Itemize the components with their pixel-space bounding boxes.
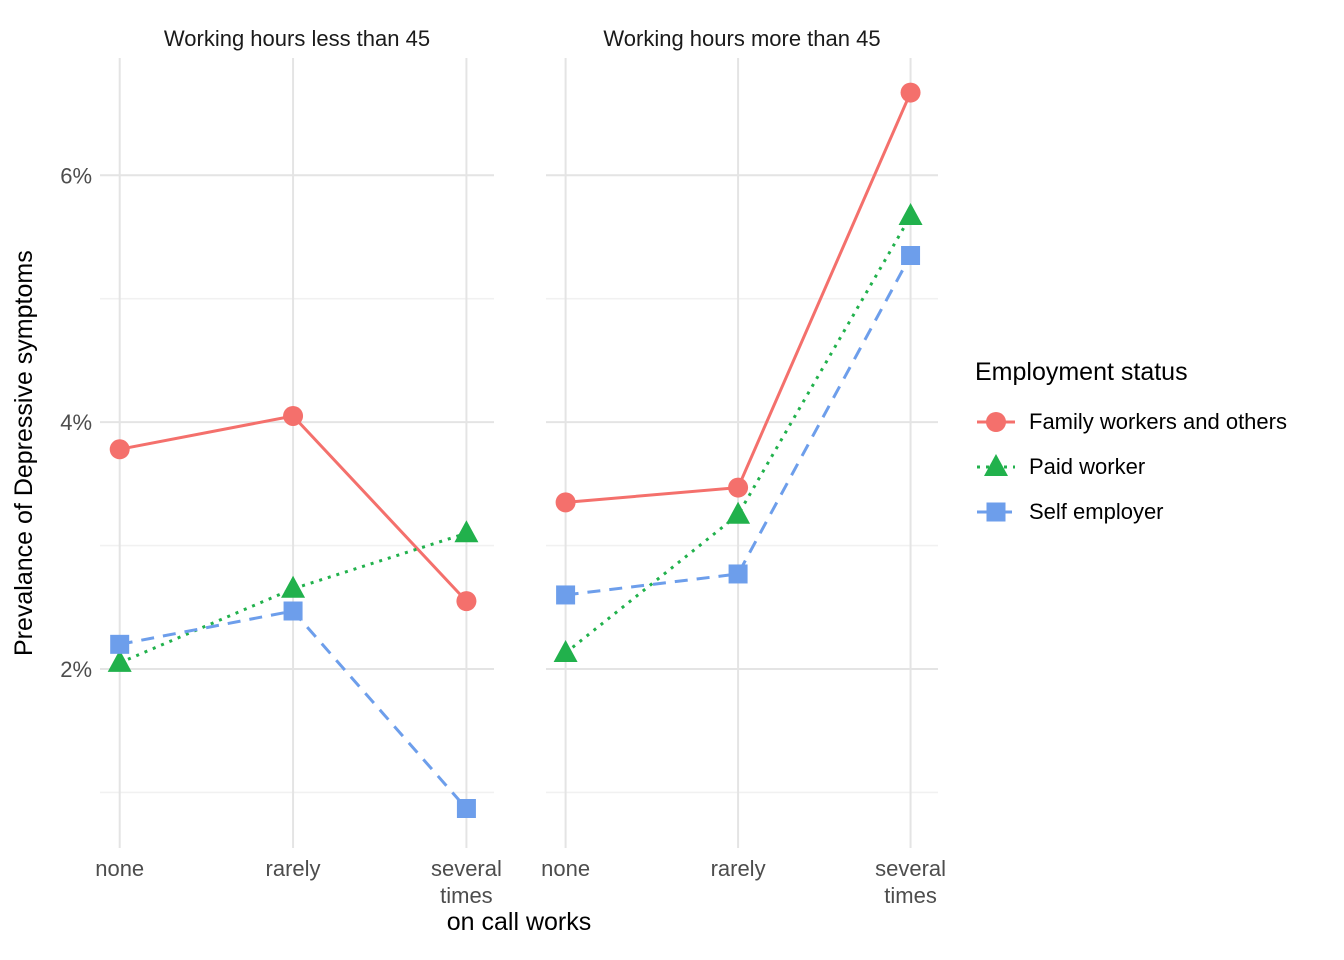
- data-point: [283, 601, 303, 621]
- legend-label-family-workers: Family workers and others: [1029, 409, 1287, 434]
- data-point: [454, 520, 479, 543]
- x-tick-label: none: [541, 856, 590, 881]
- y-axis-title: Prevalance of Depressive symptoms: [10, 250, 38, 656]
- x-tick-label: none: [95, 856, 144, 881]
- legend-key-marker: [984, 454, 1008, 476]
- x-tick-label: times: [440, 883, 493, 908]
- legend-item-paid-worker: Paid worker: [975, 450, 1287, 484]
- data-point: [109, 439, 130, 460]
- facet-title-working-hours-less-than-45: Working hours less than 45: [163, 26, 431, 51]
- data-point: [456, 591, 477, 612]
- y-tick-label: 2%: [60, 657, 92, 682]
- data-point: [901, 246, 921, 265]
- x-axis-title: on call works: [446, 908, 592, 936]
- data-point: [726, 501, 751, 524]
- legend-item-family-workers: Family workers and others: [975, 405, 1287, 439]
- x-tick-label: several: [431, 856, 502, 881]
- y-tick-label: 6%: [60, 163, 92, 188]
- data-point: [728, 564, 748, 584]
- legend-item-self-employer: Self employer: [975, 495, 1287, 529]
- x-tick-label: rarely: [266, 856, 321, 881]
- legend: Employment status Family workers and oth…: [975, 358, 1287, 540]
- data-point: [283, 405, 304, 426]
- x-tick-label: times: [884, 883, 937, 908]
- legend-label-self-employer: Self employer: [1029, 499, 1164, 524]
- series-line: [564, 215, 912, 655]
- data-point: [728, 477, 749, 498]
- data-point: [456, 799, 476, 818]
- data-point: [555, 492, 576, 513]
- data-point: [553, 639, 578, 662]
- legend-key-marker: [986, 502, 1006, 522]
- square-swatch-icon: [977, 502, 1015, 522]
- data-point: [281, 575, 306, 598]
- legend-key-circle-icon: [975, 405, 1017, 439]
- y-tick-label: 4%: [60, 410, 92, 435]
- data-point: [107, 649, 132, 672]
- facet-title-working-hours-more-than-45: Working hours more than 45: [603, 26, 881, 51]
- x-tick-label: rarely: [711, 856, 766, 881]
- legend-key-marker: [986, 412, 1006, 432]
- data-point: [898, 203, 923, 225]
- legend-key-square-icon: [975, 495, 1017, 529]
- data-point: [556, 585, 576, 605]
- data-point: [900, 82, 921, 103]
- data-point: [110, 634, 130, 654]
- legend-title: Employment status: [975, 358, 1188, 386]
- legend-key-triangle-icon: [975, 450, 1017, 484]
- legend-label-paid-worker: Paid worker: [1029, 454, 1146, 479]
- circle-swatch-icon: [977, 412, 1015, 432]
- x-tick-label: several: [875, 856, 946, 881]
- triangle-swatch-icon: [977, 454, 1015, 476]
